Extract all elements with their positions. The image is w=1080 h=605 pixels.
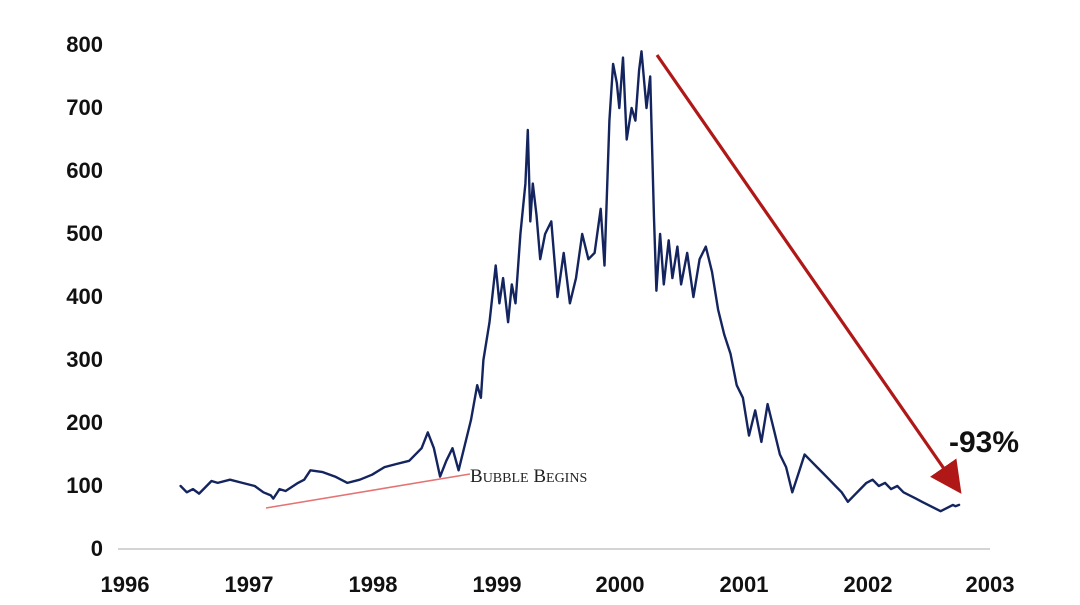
x-tick-label: 2000 (596, 572, 645, 597)
y-tick-label: 300 (66, 347, 103, 372)
decline-arrow (655, 54, 962, 494)
x-axis-tick-labels: 1996 1997 1998 1999 2000 2001 2002 2003 (101, 572, 1015, 597)
x-tick-label: 2003 (966, 572, 1015, 597)
y-axis-tick-labels: 0 100 200 300 400 500 600 700 800 (66, 32, 103, 561)
y-tick-label: 700 (66, 95, 103, 120)
x-tick-label: 1997 (225, 572, 274, 597)
x-tick-label: 2001 (720, 572, 769, 597)
y-tick-label: 800 (66, 32, 103, 57)
decline-percent-label: -93% (949, 426, 1019, 459)
x-tick-label: 1998 (349, 572, 398, 597)
y-tick-label: 400 (66, 284, 103, 309)
bubble-begins-label: BUBBLE BEGINS (470, 466, 587, 487)
x-tick-label: 1999 (473, 572, 522, 597)
y-tick-label: 200 (66, 410, 103, 435)
x-tick-label: 2002 (844, 572, 893, 597)
x-tick-label: 1996 (101, 572, 150, 597)
y-tick-label: 600 (66, 158, 103, 183)
bubble-trend-line (265, 473, 471, 509)
y-tick-label: 500 (66, 221, 103, 246)
series-line (179, 50, 961, 513)
y-tick-label: 100 (66, 473, 103, 498)
y-tick-label: 0 (91, 536, 103, 561)
